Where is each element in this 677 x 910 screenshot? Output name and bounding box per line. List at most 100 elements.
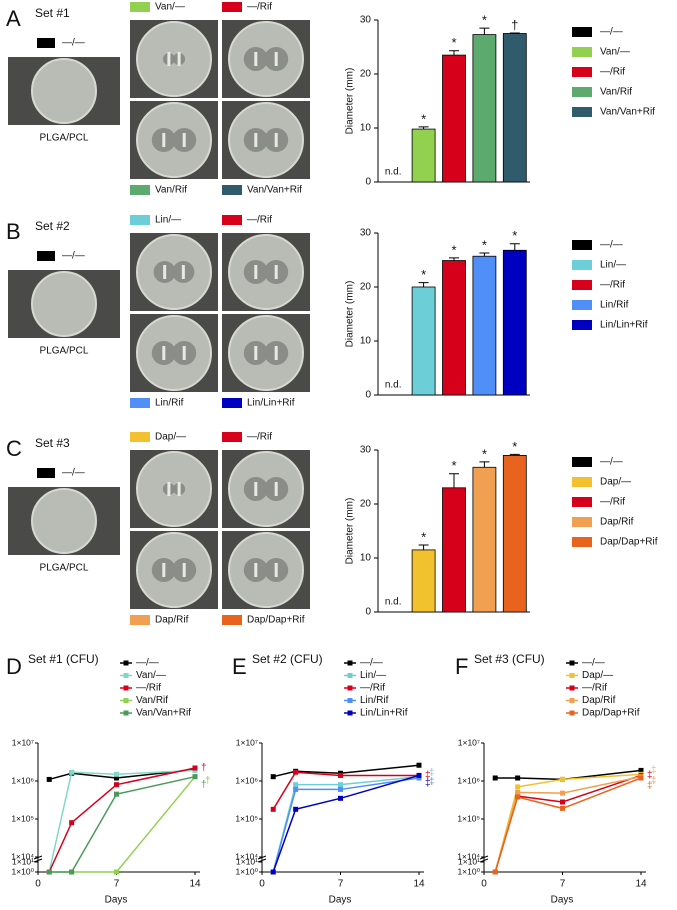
data-point [560,776,565,782]
annotation: * [421,267,426,282]
legend-label: —/— [600,457,623,468]
error-bar [509,453,520,456]
legend-swatch [130,432,150,442]
legend-marker [347,660,353,666]
photo-label: Lin/Rif [155,398,184,409]
legend-label: Dap/Rif [582,695,616,706]
disk [177,482,181,496]
disk [254,52,258,66]
series-line [48,767,196,873]
legend-label: —/— [136,658,159,669]
legend-label: Van/Van+Rif [136,708,191,719]
annotation: n.d. [385,597,402,608]
legend-label: Van/Van+Rif [600,107,655,118]
annotation: * [451,242,456,257]
bar [502,249,527,396]
legend-label: —/Rif [600,497,625,508]
y-tick-label: 1×10⁶ [11,775,34,785]
annotation: * [421,529,426,544]
legend-swatch [572,320,592,330]
disk [181,265,185,279]
significance-mark: ‡ [429,767,435,778]
data-point [293,782,299,788]
error-bar [479,27,490,35]
photo-label: —/— [62,468,85,479]
series-line [273,764,420,778]
error-bar [479,252,490,257]
legend-marker [347,673,353,678]
legend-swatch [572,87,592,97]
legend-marker [347,710,353,716]
legend-label: —/Rif [582,683,607,694]
significance-mark: ‡ [647,781,653,792]
data-point [515,794,521,800]
x-axis-label: Days [329,895,352,906]
significance-mark: † [205,775,211,786]
y-tick-label: 1×10⁴ [457,851,480,861]
legend-swatch [130,185,150,195]
legend-label: Dap/— [582,670,613,681]
legend-swatch [572,457,592,467]
bar [442,487,466,613]
photo-caption: PLGA/PCL [40,133,89,144]
error-bar [479,461,490,468]
significance-mark: ‡ [651,765,657,776]
legend-marker [347,685,353,691]
series-line [272,774,420,873]
data-point [192,765,198,771]
legend-swatch [222,398,242,408]
chart-title: Set #2 (CFU) [252,652,323,666]
annotation: * [451,35,456,50]
y-tick-label: 1×10⁵ [11,813,34,823]
panel-label: F [455,654,468,679]
legend-swatch [130,215,150,225]
series-line [49,775,196,873]
legend-marker [347,698,353,703]
photo-label: —/— [62,38,85,49]
disk [254,563,258,577]
legend-label: Dap/Dap+Rif [600,537,658,548]
legend-label: Van/Rif [600,87,632,98]
legend-swatch [572,47,592,57]
disk [274,482,278,496]
legend-swatch [130,615,150,625]
disk [162,346,166,360]
y-axis-label: Diameter (mm) [345,498,356,565]
disk [254,133,258,147]
data-point [114,869,119,875]
legend-label: —/Rif [600,280,625,291]
y-tick-label: 1×10⁵ [457,813,480,823]
x-tick-label: 14 [189,879,201,890]
photo-label: Dap/Dap+Rif [247,615,305,626]
bar [502,33,527,183]
photo-label: —/Rif [247,2,272,13]
x-tick-label: 7 [114,879,120,890]
series-line [494,773,642,873]
disk [274,52,278,66]
series-line [48,769,196,873]
legend-swatch [572,27,592,37]
y-tick-label: 0 [365,390,371,401]
disk [274,346,278,360]
y-axis-label: Diameter (mm) [345,281,356,348]
y-tick-label: 1×10⁴ [235,851,258,861]
legend-swatch [37,38,55,48]
data-point [114,782,119,788]
y-tick-label: 1×10¹ [236,856,258,866]
legend-swatch [222,215,242,225]
legend-label: —/— [600,27,623,38]
legend-swatch [222,432,242,442]
bar [442,54,466,183]
y-tick-label: 1×10⁰ [235,866,258,876]
y-tick-label: 1×10¹ [12,856,34,866]
y-tick-label: 1×10⁵ [235,813,258,823]
y-tick-label: 30 [360,445,372,456]
photo-label: Dap/Rif [155,615,189,626]
data-point [515,775,521,781]
error-bar [418,282,429,287]
disk [167,482,171,496]
legend-label: Lin/Rif [600,300,629,311]
data-point [69,820,75,826]
photo-label: Lin/— [155,215,181,226]
